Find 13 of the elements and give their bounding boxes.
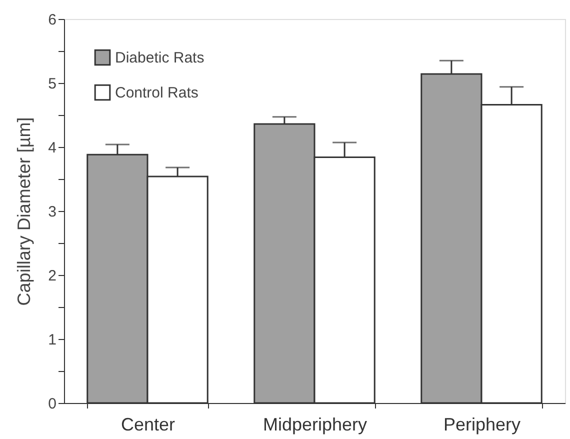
y-tick-label: 1 <box>48 332 56 348</box>
x-tick-label: Midperiphery <box>262 414 368 434</box>
legend-label: Control Rats <box>115 84 198 102</box>
y-tick-label: 6 <box>48 12 56 28</box>
legend-label: Diabetic Rats <box>115 50 204 66</box>
y-tick-label: 5 <box>48 76 56 92</box>
y-axis-title: Capillary Diameter [µm] <box>14 117 34 306</box>
y-tick-label: 4 <box>48 140 56 156</box>
x-tick-label: Center <box>120 414 176 434</box>
x-tick-label: Periphery <box>443 414 521 434</box>
y-tick-label: 0 <box>48 396 56 412</box>
y-tick-label: 3 <box>48 204 56 220</box>
y-tick-label: 2 <box>48 268 56 284</box>
